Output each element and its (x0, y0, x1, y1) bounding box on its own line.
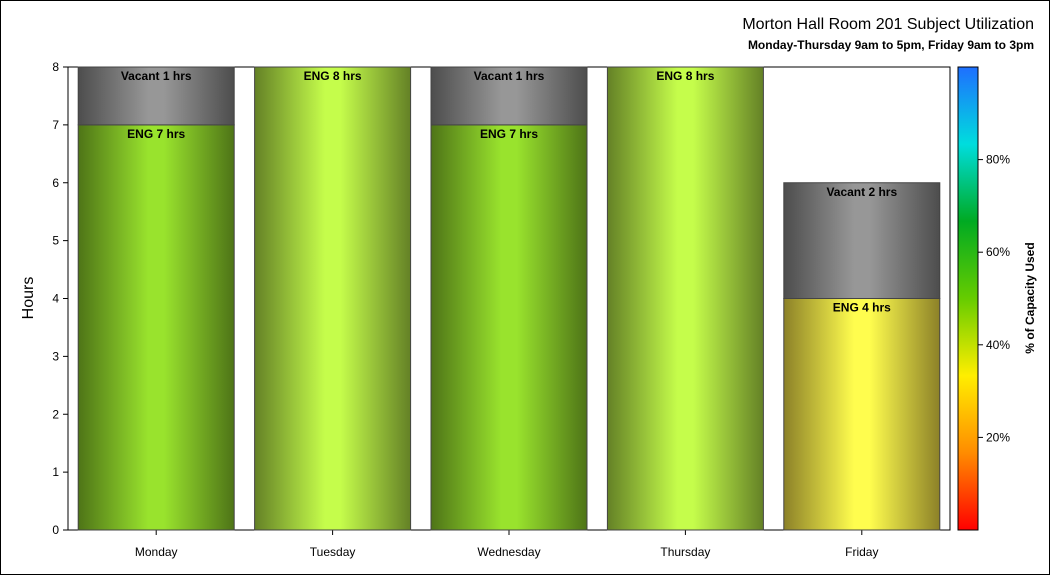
colorbar-tick-label: 40% (986, 338, 1010, 352)
bar-segment-eng (254, 66, 412, 531)
x-tick-label: Thursday (660, 545, 710, 559)
plot-area: 0 1 2 3 4 5 6 7 8 Monday ENG 7 hrs Vacant 1 hrs Tues… (52, 60, 951, 559)
y-tick-label: 1 (52, 465, 59, 479)
y-tick-label: 4 (52, 292, 59, 306)
y-tick-label: 0 (52, 523, 59, 537)
x-tick-label: Monday (135, 545, 178, 559)
x-tick-label: Wednesday (477, 545, 540, 559)
x-tick-label: Friday (845, 545, 878, 559)
colorbar-tick-label: 20% (986, 430, 1010, 444)
bar-segment-eng (606, 66, 764, 531)
segment-label: Vacant 2 hrs (826, 185, 897, 199)
y-tick-label: 8 (52, 60, 59, 74)
colorbar-tick-label: 80% (986, 153, 1010, 167)
segment-label: ENG 7 hrs (127, 127, 185, 141)
segment-label: Vacant 1 hrs (121, 69, 192, 83)
bar-segment-vacant (77, 66, 235, 126)
segment-label: ENG 7 hrs (480, 127, 538, 141)
colorbar: 20% 40% 60% 80% % of Capacity Used (957, 66, 1037, 531)
colorbar-label: % of Capacity Used (1023, 242, 1037, 353)
chart-title: Morton Hall Room 201 Subject Utilization (742, 16, 1034, 33)
segment-label: ENG 8 hrs (304, 69, 362, 83)
y-tick-label: 7 (52, 118, 59, 132)
colorbar-scale (957, 66, 979, 531)
segment-label: ENG 4 hrs (833, 301, 891, 315)
bar-segment-eng (77, 124, 235, 531)
bar-segment-vacant (430, 66, 588, 126)
colorbar-tick-label: 60% (986, 245, 1010, 259)
bar-segment-vacant (783, 182, 941, 299)
chart-subtitle: Monday-Thursday 9am to 5pm, Friday 9am t… (748, 38, 1034, 52)
segment-label: Vacant 1 hrs (474, 69, 545, 83)
y-tick-label: 3 (52, 349, 59, 363)
bar-segment-eng (430, 124, 588, 531)
y-tick-label: 6 (52, 176, 59, 190)
segment-label: ENG 8 hrs (656, 69, 714, 83)
y-tick-label: 2 (52, 407, 59, 421)
x-tick-label: Tuesday (310, 545, 356, 559)
y-axis-label: Hours (20, 277, 37, 320)
y-tick-label: 5 (52, 234, 59, 248)
bar-segment-eng (783, 298, 941, 531)
